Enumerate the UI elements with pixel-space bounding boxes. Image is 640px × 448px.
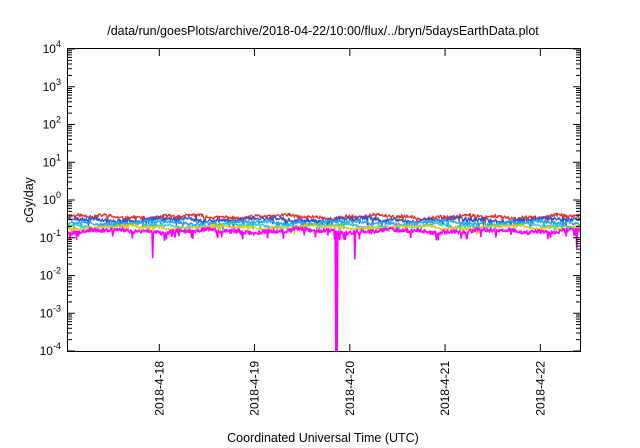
x-tick-label: 2018-4-20	[343, 361, 357, 416]
series-line	[67, 226, 581, 352]
y-tick-label: 101	[43, 152, 61, 169]
y-axis-label: cGy/day	[22, 176, 36, 223]
x-tick-label: 2018-4-22	[533, 361, 547, 416]
chart-title: /data/run/goesPlots/archive/2018-04-22/1…	[107, 24, 539, 38]
series-line	[67, 212, 581, 226]
y-tick-label: 10-4	[40, 341, 61, 358]
x-tick-label: 2018-4-18	[152, 361, 166, 416]
series-line	[67, 223, 581, 236]
y-tick-label: 10-2	[40, 266, 61, 283]
y-tick-label: 103	[43, 77, 61, 94]
x-tick-label: 2018-4-21	[438, 361, 452, 416]
y-tick-label: 10-1	[40, 228, 61, 245]
series-layer	[67, 212, 581, 352]
y-tick-label: 100	[43, 190, 61, 207]
x-axis-label: Coordinated Universal Time (UTC)	[227, 431, 419, 445]
y-tick-label: 10-3	[40, 303, 61, 320]
y-tick-label: 104	[43, 39, 61, 56]
y-tick-label: 102	[43, 115, 61, 132]
x-axis-ticks: 2018-4-18 2018-4-19 2018-4-20 2018-4-21 2018…	[152, 49, 547, 416]
plot-frame	[67, 48, 581, 352]
x-tick-label: 2018-4-19	[248, 361, 262, 416]
y-axis-ticks: 10-4 10-3 10-2 10-1 100 101 102 103 104	[40, 39, 580, 358]
